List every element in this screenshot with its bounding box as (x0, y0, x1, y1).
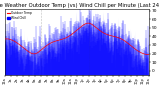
Title: Milwaukee Weather Outdoor Temp (vs) Wind Chill per Minute (Last 24 Hours): Milwaukee Weather Outdoor Temp (vs) Wind… (0, 3, 160, 8)
Legend: Outdoor Temp, Wind Chill: Outdoor Temp, Wind Chill (6, 10, 33, 21)
